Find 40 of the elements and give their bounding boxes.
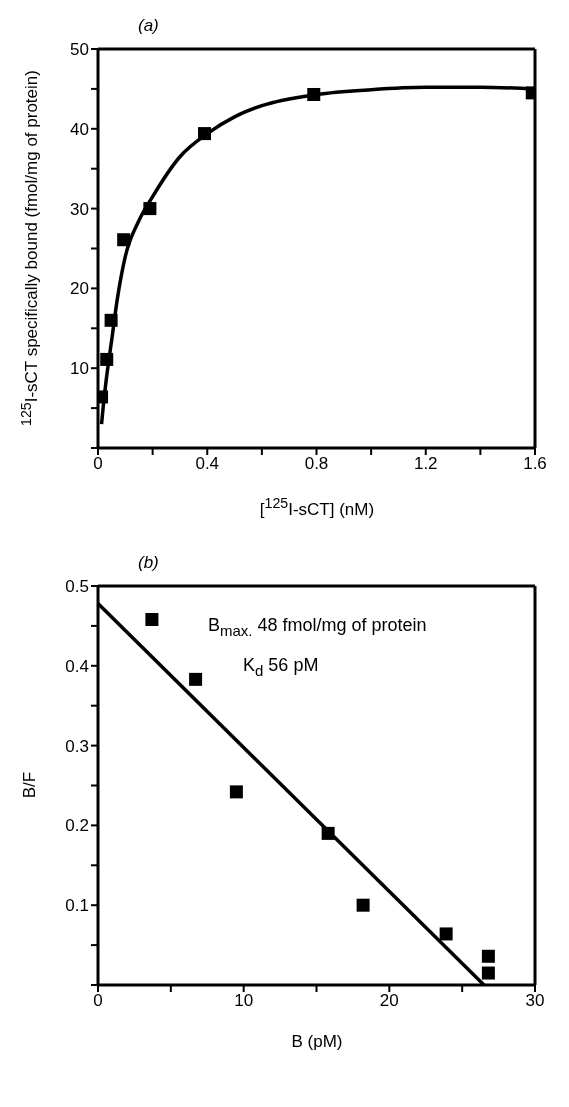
point	[439, 927, 453, 941]
x-tick-label: 1.2	[413, 454, 438, 474]
chart-title: (b)	[138, 553, 159, 573]
x-axis-title: [$^{125}$I-sCT] (nM)	[258, 495, 376, 520]
point	[198, 127, 212, 141]
y-tick-label: 0.1	[65, 896, 89, 916]
chart-title: (a)	[138, 16, 159, 36]
y-tick-label: 40	[70, 119, 89, 139]
x-tick-label: 1.6	[523, 454, 547, 474]
point	[117, 233, 131, 247]
x-tick-label: 0	[93, 454, 103, 474]
point	[321, 826, 335, 840]
x-axis-title: B (pM)	[290, 1032, 344, 1052]
x-tick-label: 10	[234, 991, 254, 1011]
point	[189, 672, 203, 686]
y-tick-label: 30	[70, 199, 89, 219]
y-tick-label: 0.4	[65, 656, 89, 676]
point	[307, 87, 321, 101]
y-tick-label: 10	[70, 359, 89, 379]
point	[145, 613, 159, 627]
point	[481, 949, 495, 963]
x-tick-label: 20	[379, 991, 399, 1011]
annotation: B$_{max.}$ 48 fmol/mg of protein	[208, 615, 427, 639]
point	[481, 966, 495, 980]
annotation: K$_{d}$ 56 pM	[243, 655, 319, 679]
x-tick-label: 30	[525, 991, 545, 1011]
y-tick-label: 50	[70, 40, 89, 60]
x-tick-label: 0.4	[195, 454, 220, 474]
x-tick-label: 0	[93, 991, 103, 1011]
point	[229, 785, 243, 799]
y-tick-label: 0.5	[65, 577, 89, 597]
point	[104, 313, 118, 327]
y-tick-label: 20	[70, 279, 89, 299]
point	[356, 898, 370, 912]
y-tick-label: 0.2	[65, 816, 89, 836]
y-tick-label: 0.3	[65, 736, 89, 756]
x-tick-label: 0.8	[304, 454, 329, 474]
y-axis-title: B/F	[20, 771, 40, 799]
point	[100, 352, 114, 366]
point	[143, 202, 157, 216]
